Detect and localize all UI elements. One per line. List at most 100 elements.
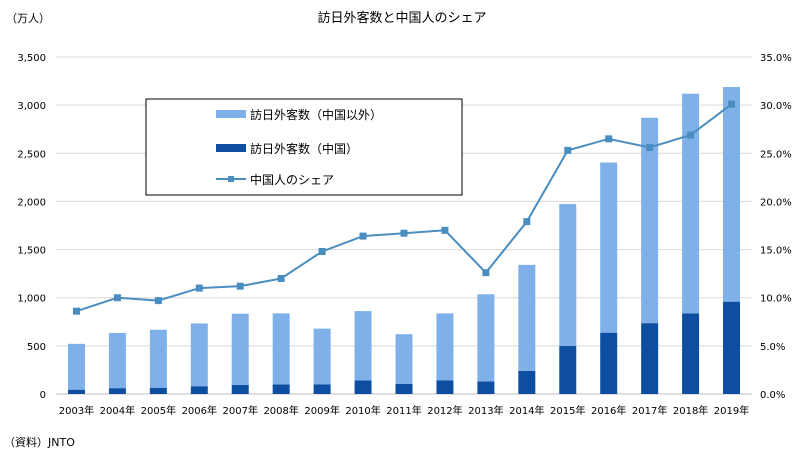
- share-point: [195, 284, 203, 292]
- right-axis: 0.0% 5.0% 10.0% 15.0% 20.0% 25.0% 30.0% 35.0%: [760, 53, 792, 401]
- bar-china: [682, 313, 700, 394]
- y-tick-label: 1,500: [17, 246, 46, 257]
- x-tick-label: 2007年: [223, 404, 258, 417]
- x-axis: 2003年 2004年 2005年 2006年 2007年 2008年 2009年 2010年…: [59, 404, 750, 417]
- share-point: [564, 146, 572, 154]
- bar-non-china: [395, 334, 413, 384]
- share-point: [318, 247, 326, 255]
- y-tick-label: 3,000: [17, 101, 46, 112]
- bar-china: [354, 380, 372, 394]
- share-point: [523, 218, 531, 226]
- bar-china: [272, 384, 290, 394]
- share-point: [154, 297, 162, 305]
- bar-china: [149, 387, 167, 394]
- legend: 訪日外客数（中国以外） 訪日外客数（中国） 中国人のシェア: [145, 98, 463, 196]
- bar-non-china: [190, 323, 208, 387]
- legend-box: [145, 98, 463, 196]
- x-tick-label: 2018年: [673, 404, 708, 417]
- bar-china: [559, 345, 577, 394]
- y2-tick-label: 35.0%: [760, 53, 792, 64]
- x-tick-label: 2017年: [632, 404, 667, 417]
- x-tick-label: 2008年: [263, 404, 298, 417]
- y2-tick-label: 20.0%: [760, 197, 792, 208]
- bars: [67, 87, 741, 394]
- share-point: [646, 144, 654, 152]
- x-tick-label: 2006年: [182, 404, 217, 417]
- x-tick-label: 2011年: [386, 404, 421, 417]
- share-point: [482, 269, 490, 277]
- x-tick-label: 2013年: [468, 404, 503, 417]
- y-tick-label: 2,500: [17, 149, 46, 160]
- bar-china: [190, 386, 208, 394]
- share-point: [728, 100, 736, 108]
- left-axis: 0 500 1,000 1,500 2,000 2,500 3,000 3,500: [17, 53, 46, 401]
- legend-swatch-non-china: [216, 110, 246, 118]
- share-point: [605, 135, 613, 143]
- y-axis-unit-label: （万人）: [6, 12, 50, 25]
- y-tick-label: 2,000: [17, 197, 46, 208]
- bar-non-china: [231, 313, 249, 385]
- source-note: （資料）JNTO: [4, 435, 75, 449]
- legend-marker-share: [228, 176, 234, 182]
- bar-non-china: [149, 329, 167, 388]
- share-point: [113, 294, 121, 302]
- bar-china: [723, 301, 741, 394]
- share-point: [277, 274, 285, 282]
- bar-china: [108, 388, 126, 394]
- bar-non-china: [600, 162, 618, 333]
- legend-label-china: 訪日外客数（中国）: [250, 141, 358, 156]
- y2-tick-label: 5.0%: [760, 342, 785, 353]
- x-tick-label: 2005年: [141, 404, 176, 417]
- bar-non-china: [272, 313, 290, 385]
- chart-title: 訪日外客数と中国人のシェア: [317, 10, 486, 26]
- y-tick-label: 0: [40, 390, 46, 401]
- bar-non-china: [723, 87, 741, 302]
- share-point: [72, 307, 80, 315]
- share-point: [359, 232, 367, 240]
- x-tick-label: 2016年: [591, 404, 626, 417]
- x-tick-label: 2009年: [304, 404, 339, 417]
- y-tick-label: 1,000: [17, 294, 46, 305]
- y2-tick-label: 25.0%: [760, 149, 792, 160]
- bar-china: [313, 384, 331, 394]
- share-line: [72, 100, 736, 315]
- legend-swatch-china: [216, 144, 246, 152]
- bar-non-china: [477, 294, 495, 382]
- share-point: [236, 282, 244, 290]
- legend-label-non-china: 訪日外客数（中国以外）: [250, 107, 382, 122]
- share-point: [400, 229, 408, 237]
- y2-tick-label: 30.0%: [760, 101, 792, 112]
- bar-china: [477, 381, 495, 394]
- bar-china: [518, 370, 536, 394]
- bar-china: [600, 332, 618, 394]
- bar-china: [67, 389, 85, 394]
- bar-non-china: [682, 93, 700, 314]
- legend-label-share: 中国人のシェア: [250, 172, 334, 187]
- bar-non-china: [354, 311, 372, 381]
- y-tick-label: 3,500: [17, 53, 46, 64]
- x-tick-label: 2012年: [427, 404, 462, 417]
- x-tick-label: 2019年: [714, 404, 749, 417]
- bar-non-china: [67, 343, 85, 390]
- bar-non-china: [641, 117, 659, 324]
- bar-china: [395, 383, 413, 394]
- y2-tick-label: 0.0%: [760, 390, 785, 401]
- bar-non-china: [518, 264, 536, 371]
- bar-non-china: [436, 313, 454, 381]
- bar-non-china: [313, 328, 331, 385]
- x-tick-label: 2014年: [509, 404, 544, 417]
- x-tick-label: 2004年: [100, 404, 135, 417]
- y-tick-label: 500: [27, 342, 46, 353]
- share-point: [687, 131, 695, 139]
- bar-non-china: [559, 204, 577, 346]
- x-tick-label: 2015年: [550, 404, 585, 417]
- bar-china: [436, 380, 454, 394]
- bar-non-china: [108, 332, 126, 389]
- y2-tick-label: 15.0%: [760, 246, 792, 257]
- x-tick-label: 2003年: [59, 404, 94, 417]
- bar-china: [231, 384, 249, 394]
- y2-tick-label: 10.0%: [760, 294, 792, 305]
- x-tick-label: 2010年: [345, 404, 380, 417]
- bar-china: [641, 323, 659, 394]
